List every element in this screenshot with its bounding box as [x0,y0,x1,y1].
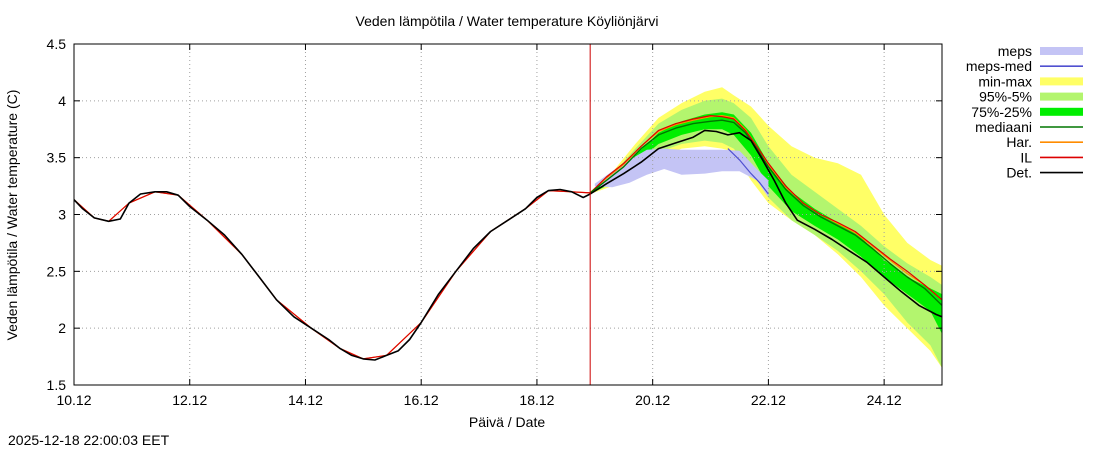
series-det [73,129,943,361]
band-min-max [590,87,942,368]
series-layer [73,44,943,385]
x-tick-label: 22.12 [751,392,786,408]
legend-label-95-5: 95%-5% [979,89,1032,105]
x-tick-label: 16.12 [404,392,439,408]
y-tick-label: 2 [58,320,66,336]
y-tick-label: 3 [58,207,66,223]
series-har [73,114,943,360]
timestamp: 2025-12-18 22:00:03 EET [8,432,170,448]
legend-label-det: Det. [1006,165,1032,181]
legend-label-75-25: 75%-25% [971,104,1032,120]
bands-layer [590,87,942,368]
series-mediaani [589,119,943,306]
legend-label-meps-med: meps-med [966,58,1032,74]
band-meps [594,148,769,198]
band-95-5- [590,98,942,368]
axis-layer: 10.12 12.12 14.12 16.12 18.12 20.12 22.12 24.12… [47,36,942,408]
legend-label-meps: meps [998,43,1032,59]
y-tick-label: 4.5 [47,36,67,52]
x-tick-label: 12.12 [172,392,207,408]
x-tick-label: 18.12 [519,392,554,408]
legend-swatch-95-5 [1040,92,1083,101]
legend-swatch-75-25 [1040,107,1083,116]
x-axis-label: Päivä / Date [469,414,545,430]
y-tick-label: 1.5 [47,377,67,393]
legend-label-har: Har. [1006,134,1032,150]
legend-label-il: IL [1020,149,1032,165]
y-tick-label: 4 [58,93,66,109]
series-il [73,114,943,360]
x-tick-label: 10.12 [56,392,91,408]
chart-title: Veden lämpötila / Water temperature Köyl… [356,13,659,29]
legend-label-mediaani: mediaani [975,119,1032,135]
x-tick-label: 20.12 [635,392,670,408]
series-meps-med [727,148,769,195]
y-tick-label: 2.5 [47,263,67,279]
x-tick-label: 14.12 [288,392,323,408]
x-tick-label: 24.12 [867,392,902,408]
y-axis-label: Veden lämpötila / Water temperature (C) [4,90,20,341]
legend: mepsmeps-medmin-max95%-5%75%-25%mediaani… [966,43,1083,181]
legend-swatch-meps [1040,47,1083,55]
legend-swatch-min-max [1040,77,1083,86]
y-tick-label: 3.5 [47,150,67,166]
legend-label-min-max: min-max [978,73,1032,89]
